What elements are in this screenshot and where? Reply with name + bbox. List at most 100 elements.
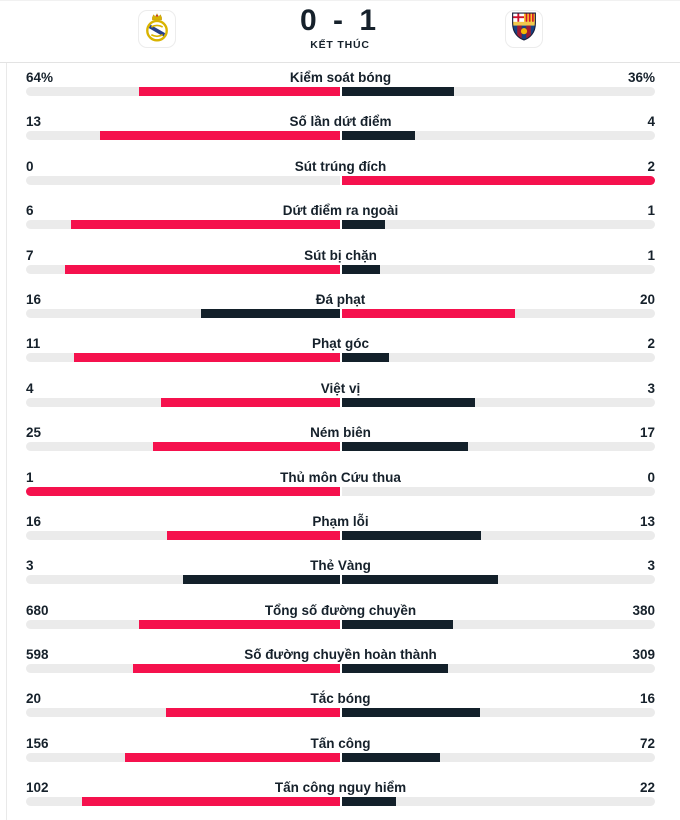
home-value: 25: [26, 425, 42, 441]
away-bar: [340, 752, 440, 762]
stat-bar-track: [26, 353, 655, 363]
home-bar: [65, 264, 341, 274]
home-value: 13: [26, 114, 42, 130]
home-bar: [139, 87, 341, 96]
stat-row: 0 Sút trúng đích 2: [26, 154, 655, 198]
away-value: 72: [639, 735, 655, 751]
home-bar: [165, 708, 341, 718]
away-bar: [340, 353, 389, 363]
away-value: 2: [647, 336, 655, 352]
stat-row: 4 Việt vị 3: [26, 376, 655, 420]
home-value: 11: [26, 336, 41, 352]
home-bar: [70, 220, 341, 230]
home-value: 598: [26, 647, 49, 663]
home-value: 16: [26, 291, 42, 307]
stat-row: 16 Phạm lỗi 13: [26, 509, 655, 553]
stat-bar-track: [26, 530, 655, 540]
home-bar: [125, 752, 341, 762]
away-value: 0: [647, 469, 655, 485]
stat-label: Tấn công: [310, 735, 371, 751]
home-value: 20: [26, 691, 42, 707]
stat-bar-track: [26, 797, 655, 807]
home-value: 6: [26, 203, 34, 219]
stat-row: 11 Phạt góc 2: [26, 331, 655, 375]
away-value: 16: [639, 691, 655, 707]
away-bar: [340, 797, 397, 807]
away-value: 13: [639, 513, 655, 529]
home-bar: [138, 619, 341, 629]
match-status: KẾT THÚC: [310, 39, 370, 51]
away-value: 309: [632, 647, 655, 663]
barcelona-crest-icon: [510, 11, 538, 47]
away-bar: [340, 530, 482, 540]
stat-label: Ném biên: [310, 425, 371, 441]
away-value: 20: [639, 291, 655, 307]
stat-line: 16 Đá phạt 20: [26, 287, 655, 307]
stat-line: 11 Phạt góc 2: [26, 331, 655, 351]
home-bar: [183, 575, 341, 585]
away-bar: [340, 131, 415, 141]
stat-label: Phạt góc: [311, 336, 369, 352]
home-bar: [200, 308, 341, 318]
stat-bar-track: [26, 708, 655, 718]
bar-center-divider: [339, 797, 342, 807]
bar-center-divider: [339, 264, 342, 274]
stat-row: 3 Thẻ Vàng 3: [26, 553, 655, 597]
away-bar: [340, 264, 380, 274]
stat-label: Số đường chuyền hoàn thành: [244, 647, 437, 663]
stat-line: 6 Dứt điểm ra ngoài 1: [26, 198, 655, 218]
stat-line: 1 Thủ môn Cứu thua 0: [26, 465, 655, 485]
stat-bar-track: [26, 752, 655, 762]
home-value: 64%: [26, 70, 54, 85]
away-value: 4: [647, 114, 655, 130]
home-value: 102: [26, 780, 49, 796]
away-value: 380: [632, 602, 655, 618]
home-value: 156: [26, 735, 49, 751]
stat-label: Tấn công nguy hiểm: [274, 780, 407, 796]
bar-center-divider: [339, 575, 342, 585]
bar-center-divider: [339, 220, 342, 230]
home-value: 7: [26, 247, 34, 263]
away-bar: [340, 87, 454, 96]
score-block: 0 - 1 KẾT THÚC: [0, 4, 680, 51]
away-value: 22: [639, 780, 655, 796]
stat-row: 7 Sút bị chặn 1: [26, 243, 655, 287]
home-value: 680: [26, 602, 49, 618]
stat-label: Việt vị: [320, 380, 361, 396]
away-value: 36%: [627, 70, 655, 85]
stat-label: Số lần dứt điểm: [289, 114, 392, 130]
stat-line: 102 Tấn công nguy hiểm 22: [26, 775, 655, 795]
stat-row: 25 Ném biên 17: [26, 420, 655, 464]
stat-label: Phạm lỗi: [312, 513, 369, 529]
stat-row: 64% Kiểm soát bóng 36%: [26, 65, 655, 109]
stat-line: 4 Việt vị 3: [26, 376, 655, 396]
home-team-logo[interactable]: [138, 10, 176, 48]
stat-label: Tổng số đường chuyền: [264, 602, 417, 618]
stat-label: Đá phạt: [315, 291, 366, 307]
home-bar: [133, 664, 341, 674]
stat-bar-track: [26, 131, 655, 141]
home-bar: [81, 797, 341, 807]
stat-line: 20 Tắc bóng 16: [26, 686, 655, 706]
away-value: 1: [647, 203, 655, 219]
stat-bar-track: [26, 87, 655, 96]
home-bar: [153, 442, 341, 452]
home-value: 4: [26, 380, 34, 396]
stat-row: 6 Dứt điểm ra ngoài 1: [26, 198, 655, 242]
bar-center-divider: [339, 397, 342, 407]
stat-row: 16 Đá phạt 20: [26, 287, 655, 331]
stat-bar-track: [26, 397, 655, 407]
stat-line: 64% Kiểm soát bóng 36%: [26, 65, 655, 85]
away-value: 3: [647, 558, 655, 574]
bar-center-divider: [339, 308, 342, 318]
stat-row: 156 Tấn công 72: [26, 731, 655, 775]
stat-label: Kiểm soát bóng: [289, 70, 392, 85]
stat-row: 680 Tổng số đường chuyền 380: [26, 598, 655, 642]
stat-bar-track: [26, 220, 655, 230]
stat-bar-track: [26, 486, 655, 496]
away-team-logo[interactable]: [505, 10, 543, 48]
away-value: 3: [647, 380, 655, 396]
stat-label: Dứt điểm ra ngoài: [282, 203, 399, 219]
home-bar: [74, 353, 341, 363]
stat-row: 13 Số lần dứt điểm 4: [26, 109, 655, 153]
